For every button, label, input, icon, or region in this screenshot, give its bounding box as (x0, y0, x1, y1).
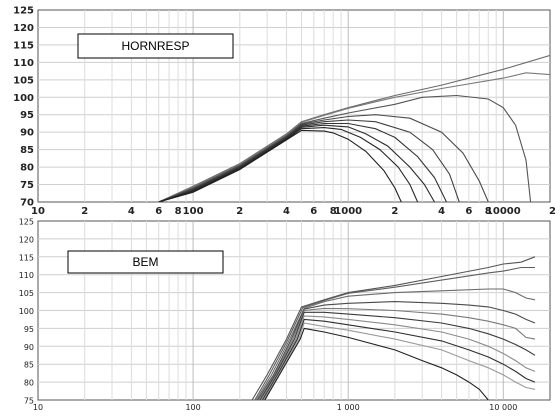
series-line-9 (158, 129, 402, 202)
y-tick-label: 115 (19, 253, 34, 262)
series-line-1 (251, 256, 536, 400)
series-line-4 (158, 114, 489, 202)
series-line-3 (158, 94, 532, 202)
series-group-hornresp (158, 54, 550, 202)
series-line-4 (257, 301, 536, 400)
x-tick-label: 10 000 (489, 403, 517, 412)
y-tick-label: 90 (24, 343, 34, 352)
x-tick-label: 8 (330, 206, 337, 217)
x-tick-label: 2 (236, 206, 243, 217)
x-tick-label: 100 (183, 206, 204, 217)
series-line-3 (255, 288, 536, 400)
chart-title-bem: BEM (132, 255, 158, 269)
series-line-7 (260, 315, 536, 400)
x-tick-label: 4 (438, 206, 445, 217)
series-group-bem (251, 256, 536, 400)
y-tick-label: 75 (24, 397, 34, 406)
x-tick-label: 1 000 (337, 403, 360, 412)
y-tick-label: 100 (13, 93, 34, 104)
x-tick-label: 1000 (334, 206, 362, 217)
chart-title-hornresp: HORNRESP (121, 39, 189, 53)
y-tick-label: 110 (19, 271, 34, 280)
y-tick-label: 120 (13, 23, 34, 34)
y-tick-label: 110 (13, 58, 34, 69)
x-tick-label: 2 (81, 206, 88, 217)
y-tick-label: 100 (19, 307, 34, 316)
x-tick-label: 10000 (486, 206, 521, 217)
x-tick-labels-bem: 10 100 1 000 10 000 (33, 403, 517, 412)
y-tick-labels-hornresp: 70 75 80 85 90 95 100 105 110 115 120 125 (13, 6, 34, 209)
y-tick-label: 80 (20, 163, 34, 174)
y-tick-label: 90 (20, 128, 34, 139)
y-tick-label: 85 (20, 145, 34, 156)
x-tick-label: 100 (185, 403, 200, 412)
y-tick-label: 120 (19, 235, 34, 244)
y-tick-label: 95 (20, 110, 34, 121)
series-line-5 (258, 307, 536, 400)
x-tick-label: 6 (310, 206, 317, 217)
y-tick-label: 85 (24, 361, 34, 370)
x-tick-label: 8 (485, 206, 492, 217)
series-line-5 (158, 119, 460, 202)
y-tick-label: 125 (19, 218, 34, 227)
series-line-10 (264, 327, 489, 400)
y-tick-label: 95 (24, 325, 34, 334)
series-line-8 (158, 127, 419, 202)
y-tick-label: 105 (13, 75, 34, 86)
x-tick-label: 6 (155, 206, 162, 217)
series-line-6 (259, 311, 536, 400)
x-tick-label: 6 (465, 206, 472, 217)
y-tick-label: 70 (20, 198, 34, 209)
series-line-7 (158, 124, 435, 202)
y-tick-label: 75 (20, 180, 34, 191)
y-tick-labels-bem: 75 80 85 90 95 100 105 110 115 120 125 (19, 218, 34, 406)
y-tick-label: 115 (13, 40, 34, 51)
legend-box-hornresp (77, 33, 234, 59)
x-tick-label: 10 (33, 403, 43, 412)
series-line-1 (158, 54, 550, 202)
x-tick-label: 2 (549, 206, 556, 217)
series-line-8 (262, 318, 536, 400)
series-line-2 (158, 72, 550, 202)
y-tick-label: 105 (19, 289, 34, 298)
y-tick-label: 125 (13, 6, 34, 17)
legend-box-bem (67, 250, 224, 274)
y-tick-label: 80 (24, 379, 34, 388)
series-line-2 (254, 266, 535, 400)
series-line-9 (263, 322, 536, 400)
x-tick-label: 2 (391, 206, 398, 217)
x-tick-label: 10 (31, 206, 45, 217)
x-tick-label: 4 (283, 206, 290, 217)
x-tick-label: 8 (175, 206, 182, 217)
series-line-6 (158, 122, 447, 202)
x-tick-label: 4 (128, 206, 135, 217)
